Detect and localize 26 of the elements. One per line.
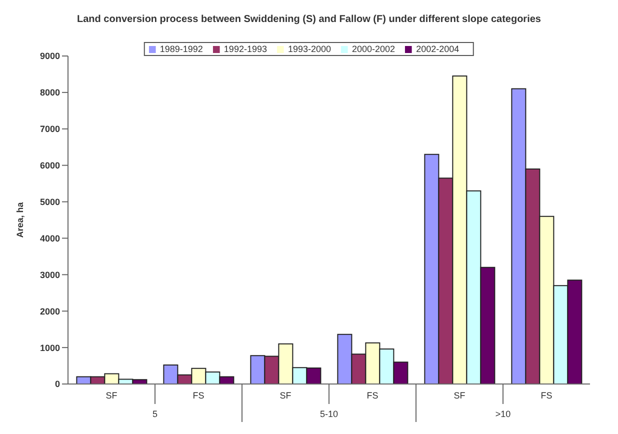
- y-tick-label: 2000: [40, 306, 60, 316]
- legend-label: 2000-2002: [352, 44, 396, 54]
- y-tick-label: 9000: [40, 51, 60, 62]
- legend-label: 1989-1992: [160, 44, 203, 54]
- text: >10: [495, 409, 511, 419]
- y-tick-label: 0: [54, 379, 60, 390]
- y-tick-label: 4000: [40, 233, 60, 244]
- y-tick-label: 1000: [40, 342, 60, 353]
- x-tick-label: FS: [366, 390, 378, 400]
- x-tick-label: SF: [454, 390, 466, 400]
- legend-label: 2002-2004: [416, 44, 460, 54]
- y-tick-label: 3000: [40, 270, 60, 280]
- x-tick-label: FS: [540, 390, 552, 400]
- x-tick-label: FS: [192, 390, 204, 400]
- text: 5: [152, 409, 158, 419]
- y-tick-label: 7000: [40, 124, 60, 134]
- y-tick-label: 5000: [40, 196, 60, 207]
- text: 5-10: [320, 409, 338, 419]
- chart-title: Land conversion process between Swiddening (S) and Fallow (F) under different slope categories: [76, 13, 542, 27]
- legend-label: 1992-1993: [224, 44, 267, 54]
- y-tick-label: 6000: [40, 160, 60, 171]
- y-tick-label: 8000: [40, 88, 60, 98]
- y-axis-title: Area, ha: [15, 201, 26, 238]
- x-tick-label: SF: [280, 390, 292, 400]
- x-tick-label: SF: [106, 390, 118, 400]
- legend-label: 1993-2000: [288, 44, 332, 54]
